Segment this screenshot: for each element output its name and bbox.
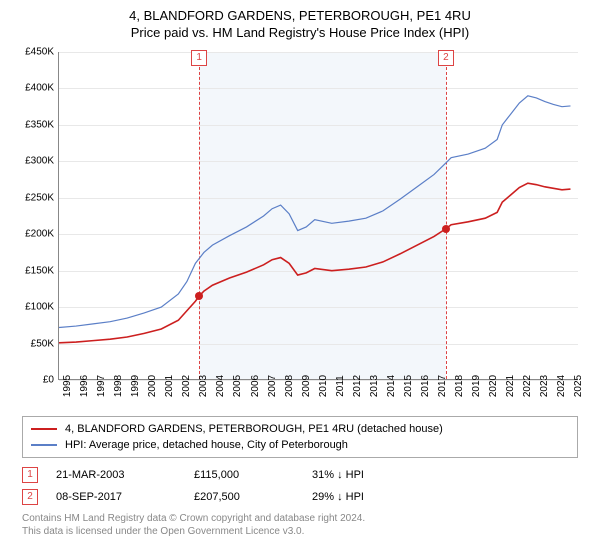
chart: £0 £50K £100K £150K £200K £250K £300K £350K £400… [12,46,588,416]
legend-item: HPI: Average price, detached house, City… [31,437,569,453]
y-tick-label: £250K [12,192,54,203]
footnote-line-1: Contains HM Land Registry data © Crown c… [22,512,578,525]
x-tick-label: 2018 [454,375,465,397]
sale-diff: 31% ↓ HPI [312,469,422,481]
x-tick-label: 2014 [386,375,397,397]
sale-index-box: 1 [22,467,38,483]
x-tick-label: 2023 [539,375,550,397]
x-tick-label: 2005 [232,375,243,397]
sales-row: 2 08-SEP-2017 £207,500 29% ↓ HPI [22,486,578,508]
title-address: 4, BLANDFORD GARDENS, PETERBOROUGH, PE1 … [12,8,588,23]
y-tick-label: £350K [12,119,54,130]
sale-date: 21-MAR-2003 [56,469,176,481]
sale-date: 08-SEP-2017 [56,491,176,503]
plot-area: 12 [58,52,578,380]
x-tick-label: 2020 [488,375,499,397]
legend-swatch [31,444,57,446]
footnote: Contains HM Land Registry data © Crown c… [22,512,578,538]
series-property [59,183,570,343]
sale-marker-dot [442,225,450,233]
x-tick-label: 1996 [79,375,90,397]
x-tick-label: 2003 [198,375,209,397]
x-tick-label: 2008 [284,375,295,397]
y-tick-label: £100K [12,302,54,313]
x-tick-label: 2007 [267,375,278,397]
legend-label: 4, BLANDFORD GARDENS, PETERBOROUGH, PE1 … [65,421,443,437]
y-tick-label: £200K [12,229,54,240]
x-tick-label: 2002 [181,375,192,397]
x-tick-label: 2004 [215,375,226,397]
title-block: 4, BLANDFORD GARDENS, PETERBOROUGH, PE1 … [12,8,588,40]
y-tick-label: £50K [12,338,54,349]
x-tick-label: 2025 [573,375,584,397]
chart-lines [59,52,578,379]
x-tick-label: 1999 [130,375,141,397]
sale-price: £115,000 [194,469,294,481]
x-tick-label: 2021 [505,375,516,397]
sale-marker-label: 1 [191,50,207,66]
title-subtitle: Price paid vs. HM Land Registry's House … [12,25,588,40]
x-tick-label: 2016 [420,375,431,397]
y-tick-label: £300K [12,156,54,167]
legend-swatch [31,428,57,430]
x-tick-label: 2024 [556,375,567,397]
sale-marker-dot [195,292,203,300]
y-tick-label: £400K [12,83,54,94]
series-hpi [59,96,570,328]
x-tick-label: 2011 [335,375,346,397]
x-tick-label: 2012 [352,375,363,397]
x-tick-label: 2001 [164,375,175,397]
x-tick-label: 2022 [522,375,533,397]
sales-table: 1 21-MAR-2003 £115,000 31% ↓ HPI 2 08-SEP-201… [22,464,578,508]
sale-marker-label: 2 [438,50,454,66]
sales-row: 1 21-MAR-2003 £115,000 31% ↓ HPI [22,464,578,486]
y-tick-label: £150K [12,265,54,276]
y-tick-label: £450K [12,47,54,58]
y-tick-label: £0 [12,375,54,386]
x-tick-label: 1997 [96,375,107,397]
x-tick-label: 2006 [250,375,261,397]
legend-item: 4, BLANDFORD GARDENS, PETERBOROUGH, PE1 … [31,421,569,437]
x-tick-label: 2010 [318,375,329,397]
sale-index-box: 2 [22,489,38,505]
x-tick-label: 1995 [62,375,73,397]
x-tick-label: 2015 [403,375,414,397]
x-tick-label: 2000 [147,375,158,397]
sale-price: £207,500 [194,491,294,503]
legend-label: HPI: Average price, detached house, City… [65,437,348,453]
chart-container: 4, BLANDFORD GARDENS, PETERBOROUGH, PE1 … [0,0,600,560]
sale-diff: 29% ↓ HPI [312,491,422,503]
legend: 4, BLANDFORD GARDENS, PETERBOROUGH, PE1 … [22,416,578,458]
x-tick-label: 2019 [471,375,482,397]
footnote-line-2: This data is licensed under the Open Gov… [22,525,578,538]
x-tick-label: 2017 [437,375,448,397]
x-tick-label: 1998 [113,375,124,397]
x-tick-label: 2013 [369,375,380,397]
x-tick-label: 2009 [301,375,312,397]
